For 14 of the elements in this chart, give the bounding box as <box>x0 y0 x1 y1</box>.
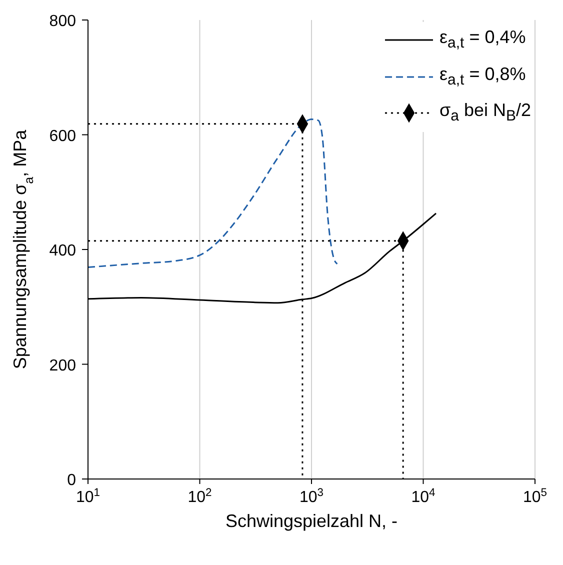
x-axis-title: Schwingspielzahl N, - <box>225 511 398 531</box>
x-tick-label: 10$^{1}$ <box>76 487 100 506</box>
x-tick-label: 10$^{3}$ <box>299 487 324 506</box>
legend-label: ε$_{a,t}$ = 0,8% <box>439 62 526 90</box>
y-tick-label: 200 <box>49 357 76 374</box>
y-tick-label: 0 <box>67 472 76 489</box>
x-tick-label: 10$^{4}$ <box>411 487 436 506</box>
legend-label: σ$_{a}$ bei N$_{B}$/2 <box>439 99 531 127</box>
y-tick-label: 600 <box>49 128 76 145</box>
x-tick-label: 10$^{5}$ <box>522 487 548 506</box>
legend-label: ε$_{a,t}$ = 0,4% <box>439 26 526 54</box>
y-tick-label: 400 <box>49 242 76 260</box>
y-tick-label: 800 <box>49 13 76 30</box>
x-tick-label: 10$^{2}$ <box>188 487 212 506</box>
